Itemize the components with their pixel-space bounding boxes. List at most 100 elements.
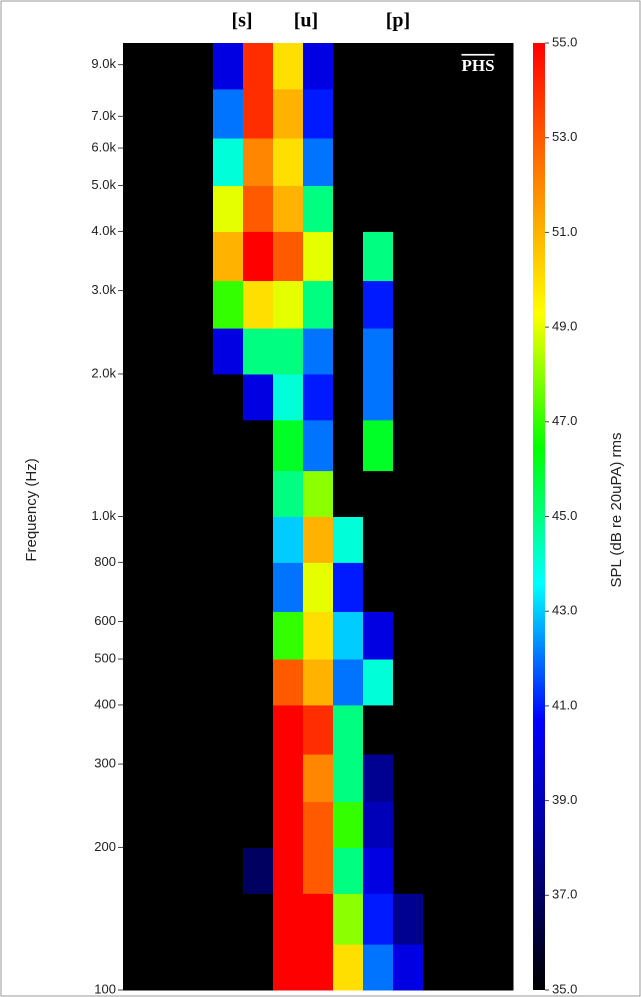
- y-tick-label: 9.0k: [91, 56, 116, 71]
- cell: [183, 847, 214, 894]
- cell: [363, 516, 394, 563]
- cell: [393, 88, 424, 139]
- cell: [393, 847, 424, 894]
- cell: [183, 138, 214, 187]
- cell: [213, 516, 244, 563]
- cell: [123, 470, 154, 517]
- cell: [243, 88, 274, 139]
- cell: [423, 185, 454, 232]
- cell: [273, 280, 304, 329]
- cell: [183, 470, 214, 517]
- annotation: [p]: [386, 10, 410, 32]
- cell: [453, 419, 484, 472]
- cell: [393, 801, 424, 848]
- cell: [213, 328, 244, 375]
- y-tick-label: 300: [94, 756, 116, 771]
- cell: [423, 470, 454, 517]
- cell: [333, 944, 364, 991]
- cell: [363, 704, 394, 755]
- cell: [423, 754, 454, 803]
- cell: [393, 43, 424, 90]
- cell: [213, 944, 244, 991]
- cell: [393, 704, 424, 755]
- cell: [333, 562, 364, 613]
- cell: [333, 659, 364, 706]
- cell: [363, 138, 394, 187]
- cell: [183, 280, 214, 329]
- cell: [393, 419, 424, 472]
- cell: [183, 43, 214, 90]
- cell: [423, 43, 454, 90]
- y-tick-label: 800: [94, 554, 116, 569]
- cell: [213, 138, 244, 187]
- cell: [123, 419, 154, 472]
- cell: [333, 185, 364, 232]
- cell: [453, 43, 484, 90]
- cell: [483, 231, 514, 282]
- cell: [453, 470, 484, 517]
- cell: [453, 88, 484, 139]
- cell: [153, 138, 184, 187]
- cell: [243, 516, 274, 563]
- cell: [123, 847, 154, 894]
- cell: [363, 88, 394, 139]
- cell: [303, 611, 334, 660]
- cell: [183, 893, 214, 945]
- cell: [393, 231, 424, 282]
- cell: [393, 138, 424, 187]
- cell: [213, 419, 244, 472]
- cell: [303, 328, 334, 375]
- cell: [423, 88, 454, 139]
- cell: [423, 328, 454, 375]
- cell: [303, 231, 334, 282]
- colorbar-tick-label: 41.0: [552, 697, 577, 712]
- cell: [123, 516, 154, 563]
- cell: [273, 328, 304, 375]
- cell: [333, 373, 364, 421]
- cell: [363, 944, 394, 991]
- cell: [453, 373, 484, 421]
- cell: [273, 138, 304, 187]
- cell: [273, 659, 304, 706]
- cell: [153, 328, 184, 375]
- cell: [453, 944, 484, 991]
- cell: [393, 659, 424, 706]
- cell: [303, 138, 334, 187]
- cell: [483, 893, 514, 945]
- colorbar-tick-label: 37.0: [552, 887, 577, 902]
- cell: [213, 88, 244, 139]
- cell: [123, 328, 154, 375]
- colorbar-tick-label: 39.0: [552, 792, 577, 807]
- cell: [123, 754, 154, 803]
- cell: [393, 944, 424, 991]
- cell: [333, 754, 364, 803]
- cell: [333, 231, 364, 282]
- y-tick-label: 3.0k: [91, 282, 116, 297]
- cell: [273, 611, 304, 660]
- cell: [123, 280, 154, 329]
- cell: [423, 231, 454, 282]
- cell: [453, 562, 484, 613]
- colorbar-label: SPL (dB re 20uPA) rms: [608, 432, 625, 587]
- cell: [243, 43, 274, 90]
- cell: [243, 611, 274, 660]
- cell: [123, 138, 154, 187]
- cell: [453, 847, 484, 894]
- cell: [213, 847, 244, 894]
- cell: [183, 562, 214, 613]
- cell: [183, 419, 214, 472]
- cell: [303, 944, 334, 991]
- cell: [453, 280, 484, 329]
- cell: [333, 704, 364, 755]
- cell: [333, 847, 364, 894]
- colorbar-tick-label: 49.0: [552, 319, 577, 334]
- cell: [243, 419, 274, 472]
- cell: [243, 704, 274, 755]
- colorbar-tick-label: 55.0: [552, 34, 577, 49]
- cell: [273, 88, 304, 139]
- y-tick-label: 200: [94, 839, 116, 854]
- cell: [483, 801, 514, 848]
- cell: [423, 611, 454, 660]
- cell: [483, 470, 514, 517]
